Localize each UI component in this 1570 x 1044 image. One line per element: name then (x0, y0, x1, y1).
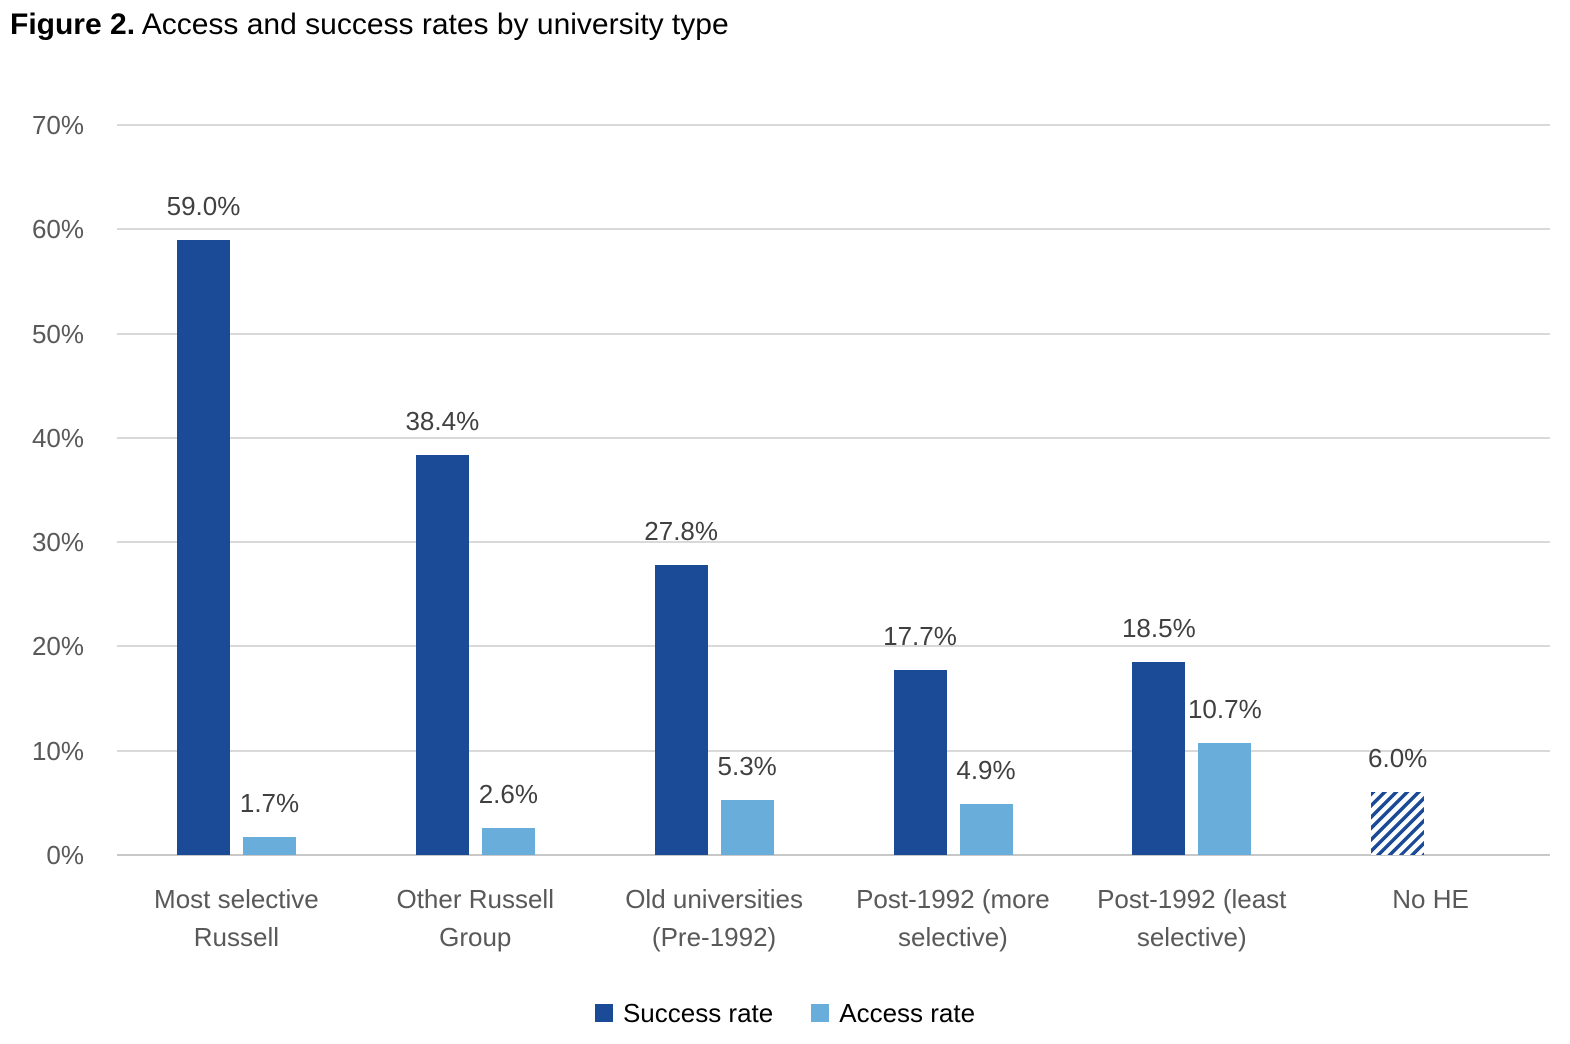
bar-value-label: 59.0% (166, 190, 241, 221)
x-category-label-line: Post-1992 (more (856, 884, 1050, 914)
bar-value-label: 1.7% (239, 788, 300, 819)
x-category-label-line: (Pre-1992) (651, 922, 777, 952)
x-category-label: No HE (1311, 880, 1550, 918)
bar-access-rate (1198, 743, 1252, 855)
bar-access-rate (481, 827, 535, 855)
x-category-label-line: Other Russell (396, 884, 554, 914)
bar-success-rate (654, 565, 708, 855)
bar-value-label: 38.4% (405, 405, 480, 436)
legend-item-access-rate: Access rate (811, 998, 975, 1029)
bar-value-label: 27.8% (644, 516, 719, 547)
x-category-label: Old universities (Pre-1992) (595, 880, 834, 956)
x-category-label-line: Group (439, 922, 512, 952)
bar-value-label: 10.7% (1187, 694, 1262, 725)
bar-access-rate (720, 799, 774, 855)
x-category-label-line: selective) (898, 922, 1008, 952)
y-tick-label: 10% (31, 735, 84, 766)
x-category-label-line: Russell (193, 922, 280, 952)
chart-title-prefix: Figure 2. (10, 8, 136, 41)
x-category-label: Most selective Russell (117, 880, 356, 956)
gridline (117, 124, 1550, 126)
x-category-label: Post-1992 (least selective) (1072, 880, 1311, 956)
gridline (117, 541, 1550, 544)
x-category-label-line: selective) (1136, 922, 1247, 952)
bar-value-label: 6.0% (1368, 743, 1428, 774)
bar-access-rate (243, 837, 296, 855)
bar-value-label: 4.9% (956, 754, 1016, 785)
gridline (117, 332, 1550, 335)
legend: Success rate Access rate (0, 995, 1570, 1031)
x-category-label-line: No HE (1392, 884, 1469, 914)
y-tick-label: 20% (31, 631, 84, 662)
y-tick-label: 40% (31, 422, 84, 453)
x-category-label: Post-1992 (more selective) (834, 880, 1073, 956)
legend-label-success-rate: Success rate (622, 997, 774, 1028)
x-category-label-line: Old universities (625, 884, 803, 914)
chart-title: Figure 2. Access and success rates by un… (10, 8, 729, 42)
bar-value-label: 2.6% (478, 778, 538, 809)
gridline (117, 228, 1550, 231)
gridline (117, 749, 1550, 752)
x-category-label: Other Russell Group (356, 880, 595, 956)
bar-success-rate (893, 670, 947, 855)
legend-label-access-rate: Access rate (839, 997, 976, 1028)
bar-value-label: 18.5% (1121, 613, 1196, 644)
bar-value-label: 17.7% (883, 621, 957, 652)
bar-value-label: 5.3% (717, 750, 777, 781)
bar-success-rate (1132, 662, 1186, 855)
y-tick-label: 70% (31, 110, 84, 140)
x-axis-line (117, 854, 1550, 856)
y-tick-label: 60% (31, 214, 84, 245)
y-tick-label: 30% (31, 527, 84, 558)
gridline (117, 436, 1550, 439)
chart-title-text: Access and success rates by university t… (135, 8, 729, 41)
legend-item-success-rate: Success rate (594, 997, 774, 1029)
y-tick-label: 0% (46, 840, 84, 870)
access-rate-swatch-icon (811, 1004, 830, 1022)
bar-success-rate (177, 239, 230, 855)
success-rate-swatch-icon (594, 1004, 613, 1022)
y-tick-label: 50% (31, 318, 84, 349)
bar-access-rate (959, 803, 1013, 855)
x-category-label-line: Most selective (154, 884, 319, 914)
bar-success-rate-hatched (1371, 792, 1425, 855)
bar-success-rate (415, 454, 469, 855)
gridline (117, 645, 1550, 648)
x-category-label-line: Post-1992 (least (1097, 884, 1287, 914)
